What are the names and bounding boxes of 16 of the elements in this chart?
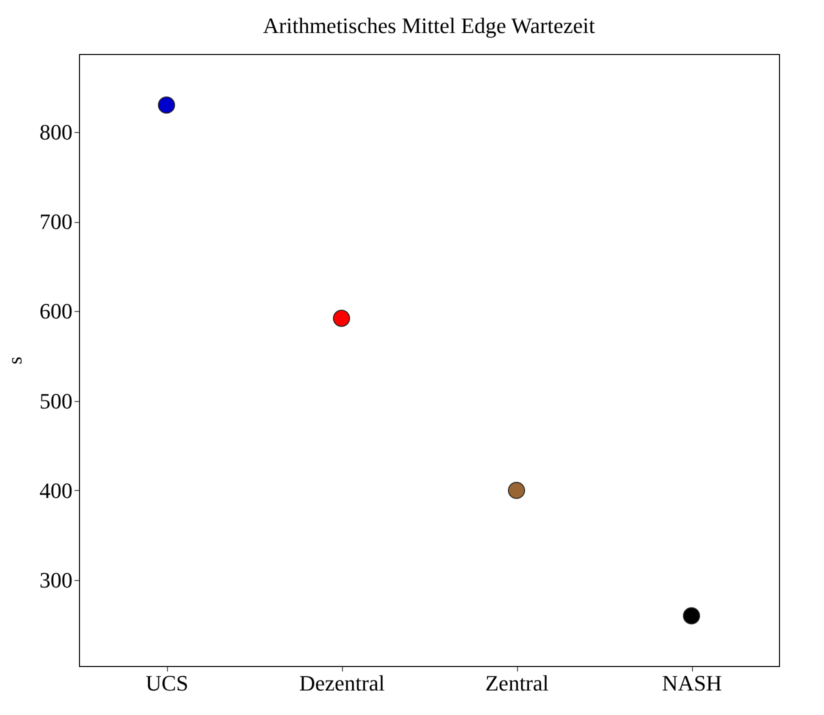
x-tick-label: UCS — [146, 670, 188, 696]
y-tick-label: 300 — [40, 567, 72, 592]
y-axis-title: s — [4, 356, 26, 364]
x-tick-label: Zentral — [485, 670, 549, 696]
y-tick-label: 700 — [40, 209, 72, 234]
point — [332, 310, 350, 327]
y-tick-label: 800 — [40, 119, 72, 144]
y-tick-label: 500 — [40, 388, 72, 414]
y-tick-label: 600 — [40, 298, 72, 324]
point — [682, 607, 700, 624]
y-tick-label: 400 — [40, 478, 72, 503]
x-tick-label: NASH — [662, 670, 722, 696]
chart-title: Arithmetisches Mittel Edge Wartezeit — [263, 13, 595, 38]
x-tick-label: Dezentral — [299, 670, 385, 696]
point — [508, 482, 526, 499]
point — [158, 96, 176, 114]
